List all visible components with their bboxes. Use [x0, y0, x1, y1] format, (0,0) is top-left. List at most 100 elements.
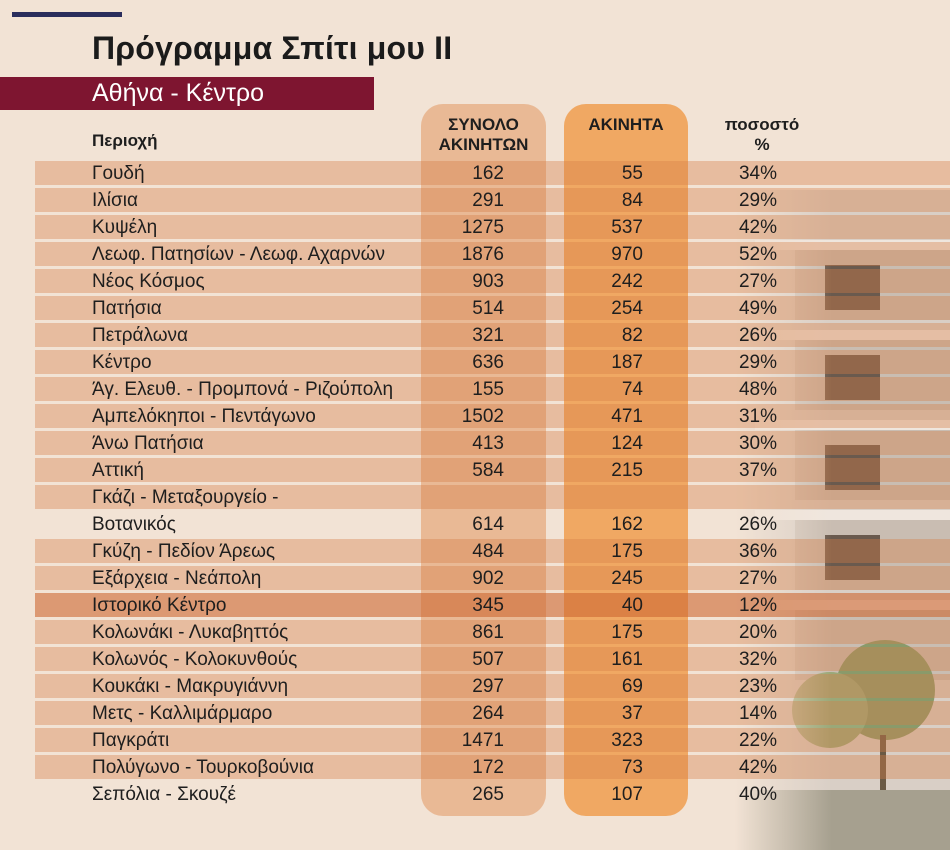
total-cell: 861 [472, 622, 504, 643]
row-band [35, 728, 950, 752]
vacant-cell: 55 [621, 163, 643, 184]
percent-cell: 12% [738, 595, 777, 616]
total-cell: 584 [472, 460, 504, 481]
row-band [35, 485, 950, 509]
percent-cell: 14% [738, 703, 777, 724]
row-band [35, 566, 950, 590]
percent-cell: 26% [738, 325, 777, 346]
vacant-column-highlight [564, 104, 688, 816]
total-cell: 162 [472, 163, 504, 184]
vacant-cell: 74 [621, 379, 643, 400]
percent-cell: 22% [738, 730, 777, 751]
row-band [35, 404, 950, 428]
table-row: Πολύγωνο - Τουρκοβούνια 172 73 42% [0, 754, 950, 781]
area-cell: Γκάζι - Μεταξουργείο - [92, 487, 279, 508]
total-cell: 155 [472, 379, 504, 400]
area-cell: Κολωνάκι - Λυκαβηττός [92, 622, 289, 643]
row-band [35, 161, 950, 185]
area-cell: Μετς - Καλλιμάρμαρο [92, 703, 273, 724]
table-row: Γκύζη - Πεδίον Άρεως 484 175 36% [0, 538, 950, 565]
vacant-cell: 970 [611, 244, 643, 265]
percent-cell: 27% [738, 271, 777, 292]
header-total-line1: ΣΥΝΟΛΟ [448, 115, 519, 134]
area-cell: Πατήσια [92, 298, 162, 319]
row-band [35, 620, 950, 644]
percent-cell: 52% [738, 244, 777, 265]
row-band [35, 188, 950, 212]
total-cell: 413 [472, 433, 504, 454]
total-cell: 614 [472, 514, 504, 535]
table-row: Ιστορικό Κέντρο 345 40 12% [0, 592, 950, 619]
header-percent-line1: ποσοστό [724, 115, 800, 134]
area-cell: Άνω Πατήσια [92, 433, 204, 454]
data-table: Γουδή 162 55 34% Ιλίσια 291 84 29% Κυψέλη 1275 537… [0, 160, 950, 808]
area-cell: Σεπόλια - Σκουζέ [92, 784, 236, 805]
row-band [35, 350, 950, 374]
page-title: Πρόγραμμα Σπίτι μου ΙΙ [92, 30, 453, 66]
table-row: Κολωνάκι - Λυκαβηττός 861 175 20% [0, 619, 950, 646]
vacant-cell: 471 [611, 406, 643, 427]
area-cell: Πετράλωνα [92, 325, 189, 346]
percent-cell: 23% [738, 676, 777, 697]
total-cell: 484 [472, 541, 504, 562]
area-cell: Κουκάκι - Μακρυγιάννη [92, 676, 289, 697]
subtitle-banner [0, 77, 374, 110]
percent-cell: 42% [738, 757, 777, 778]
vacant-cell: 242 [611, 271, 643, 292]
row-band [35, 755, 950, 779]
percent-cell: 27% [738, 568, 777, 589]
vacant-cell: 82 [621, 325, 643, 346]
table-row: Αμπελόκηποι - Πεντάγωνο 1502 471 31% [0, 403, 950, 430]
table-row: Κυψέλη 1275 537 42% [0, 214, 950, 241]
header-total: ΣΥΝΟΛΟ ΑΚΙΝΗΤΩΝ [421, 115, 546, 155]
percent-cell: 30% [738, 433, 777, 454]
table-row: Κολωνός - Κολοκυνθούς 507 161 32% [0, 646, 950, 673]
header-vacant: ΑΚΙΝΗΤΑ [588, 115, 664, 134]
vacant-cell: 215 [611, 460, 643, 481]
vacant-cell: 175 [611, 622, 643, 643]
total-cell: 172 [472, 757, 504, 778]
row-band [35, 539, 950, 563]
vacant-cell: 107 [611, 784, 643, 805]
table-row: Κουκάκι - Μακρυγιάννη 297 69 23% [0, 673, 950, 700]
total-cell: 1502 [461, 406, 504, 427]
total-cell: 291 [472, 190, 504, 211]
subtitle: Αθήνα - Κέντρο [92, 79, 264, 107]
header-area: Περιοχή [92, 131, 158, 150]
total-cell: 903 [472, 271, 504, 292]
percent-cell: 29% [738, 190, 777, 211]
table-row: Παγκράτι 1471 323 22% [0, 727, 950, 754]
total-cell: 321 [472, 325, 504, 346]
area-cell: Κυψέλη [92, 217, 158, 238]
percent-cell: 36% [738, 541, 777, 562]
table-row: Βοτανικός 614 162 26% [0, 511, 950, 538]
area-cell: Νέος Κόσμος [92, 271, 205, 292]
table-row: Αττική 584 215 37% [0, 457, 950, 484]
percent-cell: 40% [738, 784, 777, 805]
vacant-cell: 162 [611, 514, 643, 535]
total-cell: 264 [472, 703, 504, 724]
area-cell: Αμπελόκηποι - Πεντάγωνο [92, 406, 316, 427]
area-cell: Λεωφ. Πατησίων - Λεωφ. Αχαρνών [92, 244, 386, 265]
row-band [35, 431, 950, 455]
percent-cell: 29% [738, 352, 777, 373]
vacant-cell: 124 [611, 433, 643, 454]
table-row: Πατήσια 514 254 49% [0, 295, 950, 322]
table-row: Νέος Κόσμος 903 242 27% [0, 268, 950, 295]
vacant-cell: 73 [621, 757, 643, 778]
percent-cell: 32% [738, 649, 777, 670]
table-row: Άγ. Ελευθ. - Προμπονά - Ριζούπολη 155 74 48… [0, 376, 950, 403]
area-cell: Αττική [92, 460, 144, 481]
vacant-cell: 40 [621, 595, 643, 616]
row-band [35, 701, 950, 725]
percent-cell: 20% [738, 622, 777, 643]
area-cell: Άγ. Ελευθ. - Προμπονά - Ριζούπολη [92, 379, 394, 400]
total-column-highlight [421, 104, 546, 816]
area-cell: Πολύγωνο - Τουρκοβούνια [92, 757, 315, 778]
vacant-cell: 537 [611, 217, 643, 238]
vacant-cell: 245 [611, 568, 643, 589]
percent-cell: 37% [738, 460, 777, 481]
vacant-cell: 84 [621, 190, 643, 211]
row-band [35, 242, 950, 266]
percent-cell: 31% [738, 406, 777, 427]
